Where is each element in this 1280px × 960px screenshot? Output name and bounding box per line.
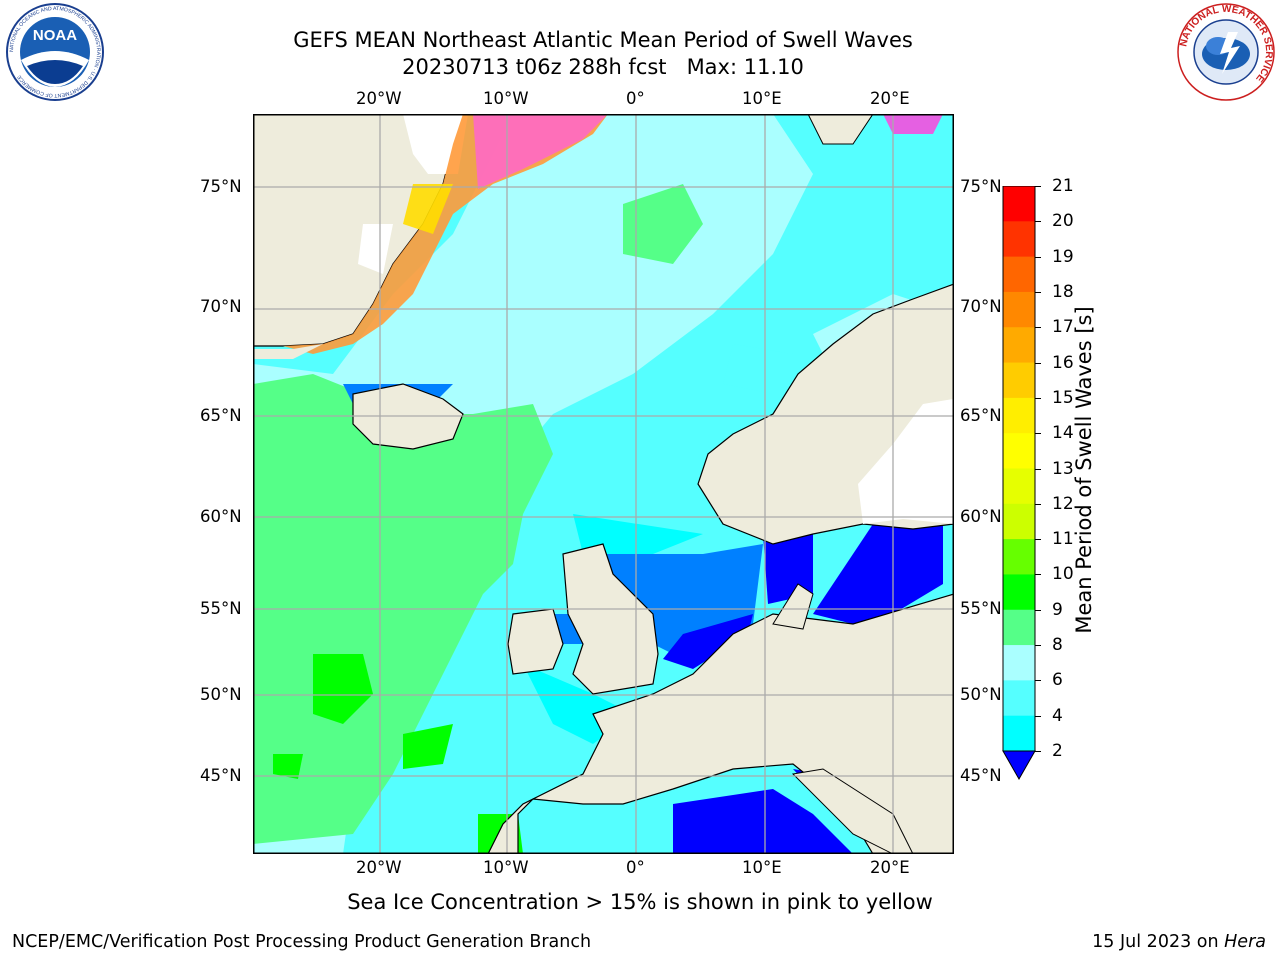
colorbar-tick-mark xyxy=(1035,609,1041,611)
colorbar-swatches xyxy=(1002,185,1036,781)
colorbar-band xyxy=(1003,291,1035,328)
colorbar-band xyxy=(1003,645,1035,681)
footer-left: NCEP/EMC/Verification Post Processing Pr… xyxy=(12,932,592,952)
lat-label-right-65n: 65°N xyxy=(960,406,1002,425)
ireland-land xyxy=(507,608,564,675)
lon-label-bottom-10w: 10°W xyxy=(483,858,529,877)
colorbar-tick-label: 11 xyxy=(1052,529,1074,550)
lon-label-bottom-20e: 20°E xyxy=(870,858,910,877)
italy-land xyxy=(791,768,914,854)
graticule xyxy=(253,114,954,854)
chart-subtitle: 20230713 t06z 288h fcst Max: 11.10 xyxy=(402,55,804,79)
lon-label-top-0: 0° xyxy=(626,89,645,108)
colorbar-tick-label: 9 xyxy=(1052,599,1063,620)
lat-label-left-60n: 60°N xyxy=(200,507,242,526)
colorbar-band xyxy=(1003,433,1035,469)
colorbar-tick-label: 18 xyxy=(1052,281,1074,302)
lat-label-right-55n: 55°N xyxy=(960,599,1002,618)
colorbar-tick-label: 2 xyxy=(1052,741,1063,761)
sea-ice-note: Sea Ice Concentration > 15% is shown in … xyxy=(347,890,933,914)
colorbar-tick-mark xyxy=(1035,221,1041,223)
footer-right: 15 Jul 2023 on Hera xyxy=(1092,932,1266,952)
swell-period-map xyxy=(253,114,954,854)
great-britain-land xyxy=(562,543,659,695)
colorbar-band xyxy=(1003,609,1035,646)
colorbar-band xyxy=(1003,186,1035,222)
map-panel xyxy=(253,114,954,854)
colorbar-tick-mark xyxy=(1035,539,1041,541)
lat-label-right-50n: 50°N xyxy=(960,685,1002,704)
colorbar-tick-label: 13 xyxy=(1052,458,1074,479)
denmark-land xyxy=(772,583,814,630)
lon-label-top-10e: 10°E xyxy=(742,89,782,108)
colorbar-tick-label: 6 xyxy=(1052,670,1063,691)
lat-label-right-60n: 60°N xyxy=(960,507,1002,526)
colorbar-tick-label: 21 xyxy=(1052,176,1074,196)
colorbar-tick-label: 12 xyxy=(1052,493,1074,514)
colorbar-band xyxy=(1003,574,1035,611)
lon-label-bottom-0: 0° xyxy=(626,858,645,877)
colorbar-tick-label: 15 xyxy=(1052,387,1074,408)
colorbar-title: Mean Period of Swell Waves [s] xyxy=(1072,306,1096,634)
lon-label-top-20w: 20°W xyxy=(356,89,402,108)
colorbar-tick-label: 4 xyxy=(1052,705,1063,726)
colorbar-band xyxy=(1003,715,1035,752)
lon-label-top-10w: 10°W xyxy=(483,89,529,108)
colorbar-tick-mark xyxy=(1035,680,1041,682)
lon-label-bottom-10e: 10°E xyxy=(742,858,782,877)
colorbar-band xyxy=(1003,221,1035,258)
colorbar-tick-mark xyxy=(1035,503,1041,505)
colorbar-band xyxy=(1003,539,1035,575)
colorbar-tick-label: 16 xyxy=(1052,352,1074,373)
colorbar-band xyxy=(1003,503,1035,540)
lat-label-right-75n: 75°N xyxy=(960,177,1002,196)
colorbar-tick-mark xyxy=(1035,433,1041,435)
colorbar-tick-label: 20 xyxy=(1052,211,1074,232)
colorbar-band xyxy=(1003,362,1035,399)
lat-label-left-65n: 65°N xyxy=(200,406,242,425)
colorbar-tick-label: 14 xyxy=(1052,423,1074,444)
noaa-logo-text: NOAA xyxy=(33,27,77,44)
colorbar-band xyxy=(1003,256,1035,293)
colorbar-tick-label: 10 xyxy=(1052,564,1074,585)
colorbar-band xyxy=(1003,680,1035,717)
svalbard-land xyxy=(807,114,874,145)
lat-label-right-45n: 45°N xyxy=(960,766,1002,785)
colorbar-tick-mark xyxy=(1035,327,1041,329)
colorbar-band xyxy=(1003,397,1035,434)
lat-label-left-45n: 45°N xyxy=(200,766,242,785)
colorbar-tick-label: 19 xyxy=(1052,246,1074,267)
nws-logo: NATIONAL WEATHER SERVICE xyxy=(1176,2,1276,102)
colorbar-tick-mark xyxy=(1035,574,1041,576)
lat-label-left-70n: 70°N xyxy=(200,297,242,316)
colorbar-band xyxy=(1003,468,1035,505)
colorbar-tick-label: 8 xyxy=(1052,635,1063,656)
lat-label-left-55n: 55°N xyxy=(200,599,242,618)
colorbar-tick-mark xyxy=(1035,468,1041,470)
colorbar-band xyxy=(1003,327,1035,364)
colorbar-extend-arrow xyxy=(1002,750,1036,781)
footer-host: Hera xyxy=(1224,932,1266,952)
lat-label-right-70n: 70°N xyxy=(960,297,1002,316)
colorbar-tick-mark xyxy=(1035,397,1041,399)
colorbar-tick-mark xyxy=(1035,715,1041,717)
noaa-logo: NOAA NATIONAL OCEANIC AND ATMOSPHERIC AD… xyxy=(5,2,105,102)
sweden-finland-nodata xyxy=(858,399,954,524)
lat-label-left-50n: 50°N xyxy=(200,685,242,704)
footer-date: 15 Jul 2023 on xyxy=(1092,932,1225,952)
map-frame xyxy=(253,114,954,854)
colorbar-tick-label: 17 xyxy=(1052,317,1074,338)
colorbar-tick-mark xyxy=(1035,751,1041,752)
lat-label-left-75n: 75°N xyxy=(200,177,242,196)
period-10-11-area xyxy=(313,654,373,724)
colorbar-tick-mark xyxy=(1035,186,1041,187)
colorbar-tick-mark xyxy=(1035,291,1041,293)
colorbar-tick-mark xyxy=(1035,645,1041,647)
colorbar-tick-mark xyxy=(1035,362,1041,364)
colorbar xyxy=(1000,185,1036,786)
lon-label-top-20e: 20°E xyxy=(870,89,910,108)
colorbar-tick-mark xyxy=(1035,256,1041,258)
lon-label-bottom-20w: 20°W xyxy=(356,858,402,877)
chart-title: GEFS MEAN Northeast Atlantic Mean Period… xyxy=(293,28,913,52)
